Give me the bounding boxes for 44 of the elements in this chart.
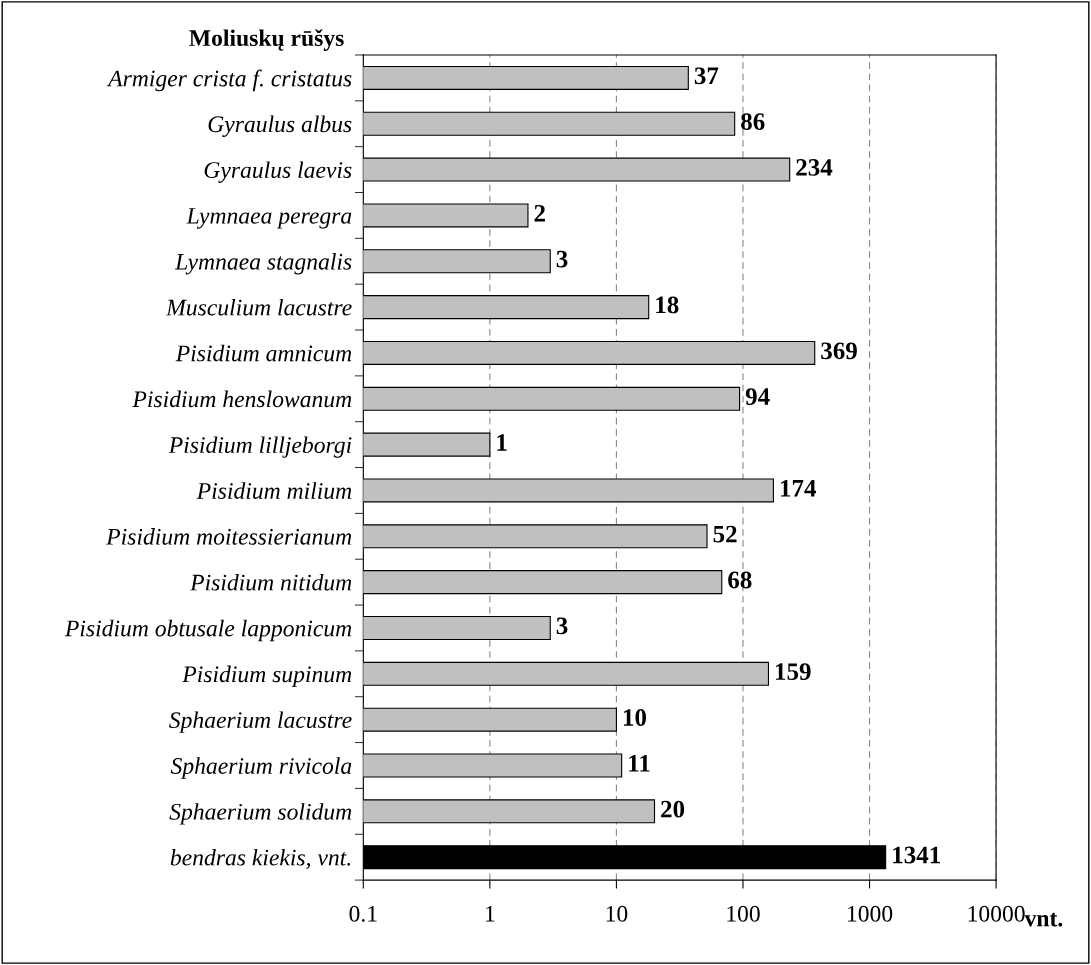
y-tick-label: Gyraulus albus bbox=[208, 115, 352, 138]
data-label: 234 bbox=[796, 159, 833, 176]
data-label: 369 bbox=[821, 342, 857, 360]
data-label: 174 bbox=[780, 479, 816, 497]
x-axis-title: vnt. bbox=[1024, 912, 1063, 927]
y-tick-label: Pisidium moitessierianum bbox=[106, 528, 352, 545]
y-tick-label: Pisidium lilljeborgi bbox=[168, 436, 352, 458]
y-tick-label: Armiger crista f. cristatus bbox=[106, 69, 352, 92]
x-tick-label: 1 bbox=[486, 905, 495, 922]
y-tick-label: Gyraulus laevis bbox=[204, 161, 352, 183]
y-tick-label: Sphaerium rivicola bbox=[170, 757, 352, 779]
data-label: 10 bbox=[623, 709, 647, 726]
y-tick-label: Pisidium henslowanum bbox=[132, 390, 352, 408]
y-tick-label: Lymnaea peregra bbox=[186, 208, 352, 229]
y-tick-label: Sphaerium lacustre bbox=[169, 711, 352, 733]
data-label: 3 bbox=[556, 250, 568, 268]
x-tick-label: 0.1 bbox=[349, 905, 377, 922]
y-tick-label: Pisidium amnicum bbox=[175, 344, 352, 362]
y-tick-label: Pisidium obtusale lapponicum bbox=[64, 619, 352, 642]
data-label: 2 bbox=[534, 204, 545, 222]
y-tick-label: Pisidium milium bbox=[196, 482, 352, 499]
x-tick-label: 1000 bbox=[847, 905, 893, 922]
data-label: 86 bbox=[741, 113, 765, 131]
data-label: 3 bbox=[556, 617, 568, 635]
x-tick-label: 100 bbox=[727, 905, 760, 922]
data-label: 52 bbox=[713, 525, 737, 543]
data-label: 1341 bbox=[893, 846, 940, 864]
data-label: 37 bbox=[694, 67, 719, 85]
data-label: 18 bbox=[656, 296, 679, 314]
y-tick-label: bendras kiekis, vnt. bbox=[170, 848, 351, 869]
y-tick-label: Musculium lacustre bbox=[165, 298, 352, 316]
data-label: 11 bbox=[629, 754, 650, 772]
y-tick-label: Pisidium supinum bbox=[182, 665, 352, 688]
y-tick-label: Sphaerium solidum bbox=[169, 803, 352, 825]
data-label: 159 bbox=[776, 663, 811, 681]
y-axis-title: Moliuskų rūšys bbox=[189, 29, 344, 51]
x-tick-label: 10 bbox=[606, 905, 628, 922]
data-label: 94 bbox=[745, 388, 770, 406]
y-tick-label: Lymnaea stagnalis bbox=[174, 253, 352, 275]
data-label: 68 bbox=[728, 571, 752, 589]
y-tick-label: Pisidium nitidum bbox=[190, 573, 352, 591]
x-tick-label: 10000 bbox=[968, 905, 1025, 922]
data-label: 1 bbox=[497, 434, 507, 451]
data-label: 20 bbox=[661, 800, 685, 818]
